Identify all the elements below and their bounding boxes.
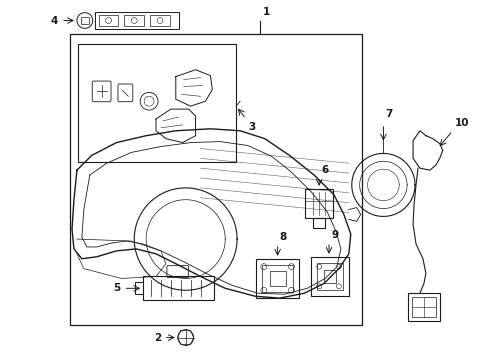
Bar xyxy=(324,270,335,283)
Text: 9: 9 xyxy=(330,230,337,240)
Text: 1: 1 xyxy=(262,6,269,17)
Bar xyxy=(261,265,293,292)
Bar xyxy=(143,276,214,300)
Text: 3: 3 xyxy=(247,122,255,132)
Bar xyxy=(81,17,89,24)
Text: 4: 4 xyxy=(51,15,58,26)
Bar xyxy=(411,297,435,317)
Bar xyxy=(317,263,342,290)
Bar xyxy=(135,282,143,294)
Text: 5: 5 xyxy=(113,283,120,293)
Text: 2: 2 xyxy=(153,333,161,342)
Text: 7: 7 xyxy=(385,109,392,119)
Bar xyxy=(305,189,332,219)
Bar xyxy=(407,293,439,321)
Text: 6: 6 xyxy=(321,165,328,175)
Bar xyxy=(313,219,325,228)
Bar xyxy=(78,44,236,162)
Bar xyxy=(70,34,361,325)
Bar xyxy=(99,15,118,26)
Text: 10: 10 xyxy=(454,118,468,128)
Bar xyxy=(310,257,348,296)
Bar xyxy=(150,15,169,26)
Bar xyxy=(124,15,144,26)
Bar xyxy=(255,259,299,298)
Bar xyxy=(95,12,179,30)
Bar xyxy=(269,271,285,286)
Text: 8: 8 xyxy=(279,232,286,242)
